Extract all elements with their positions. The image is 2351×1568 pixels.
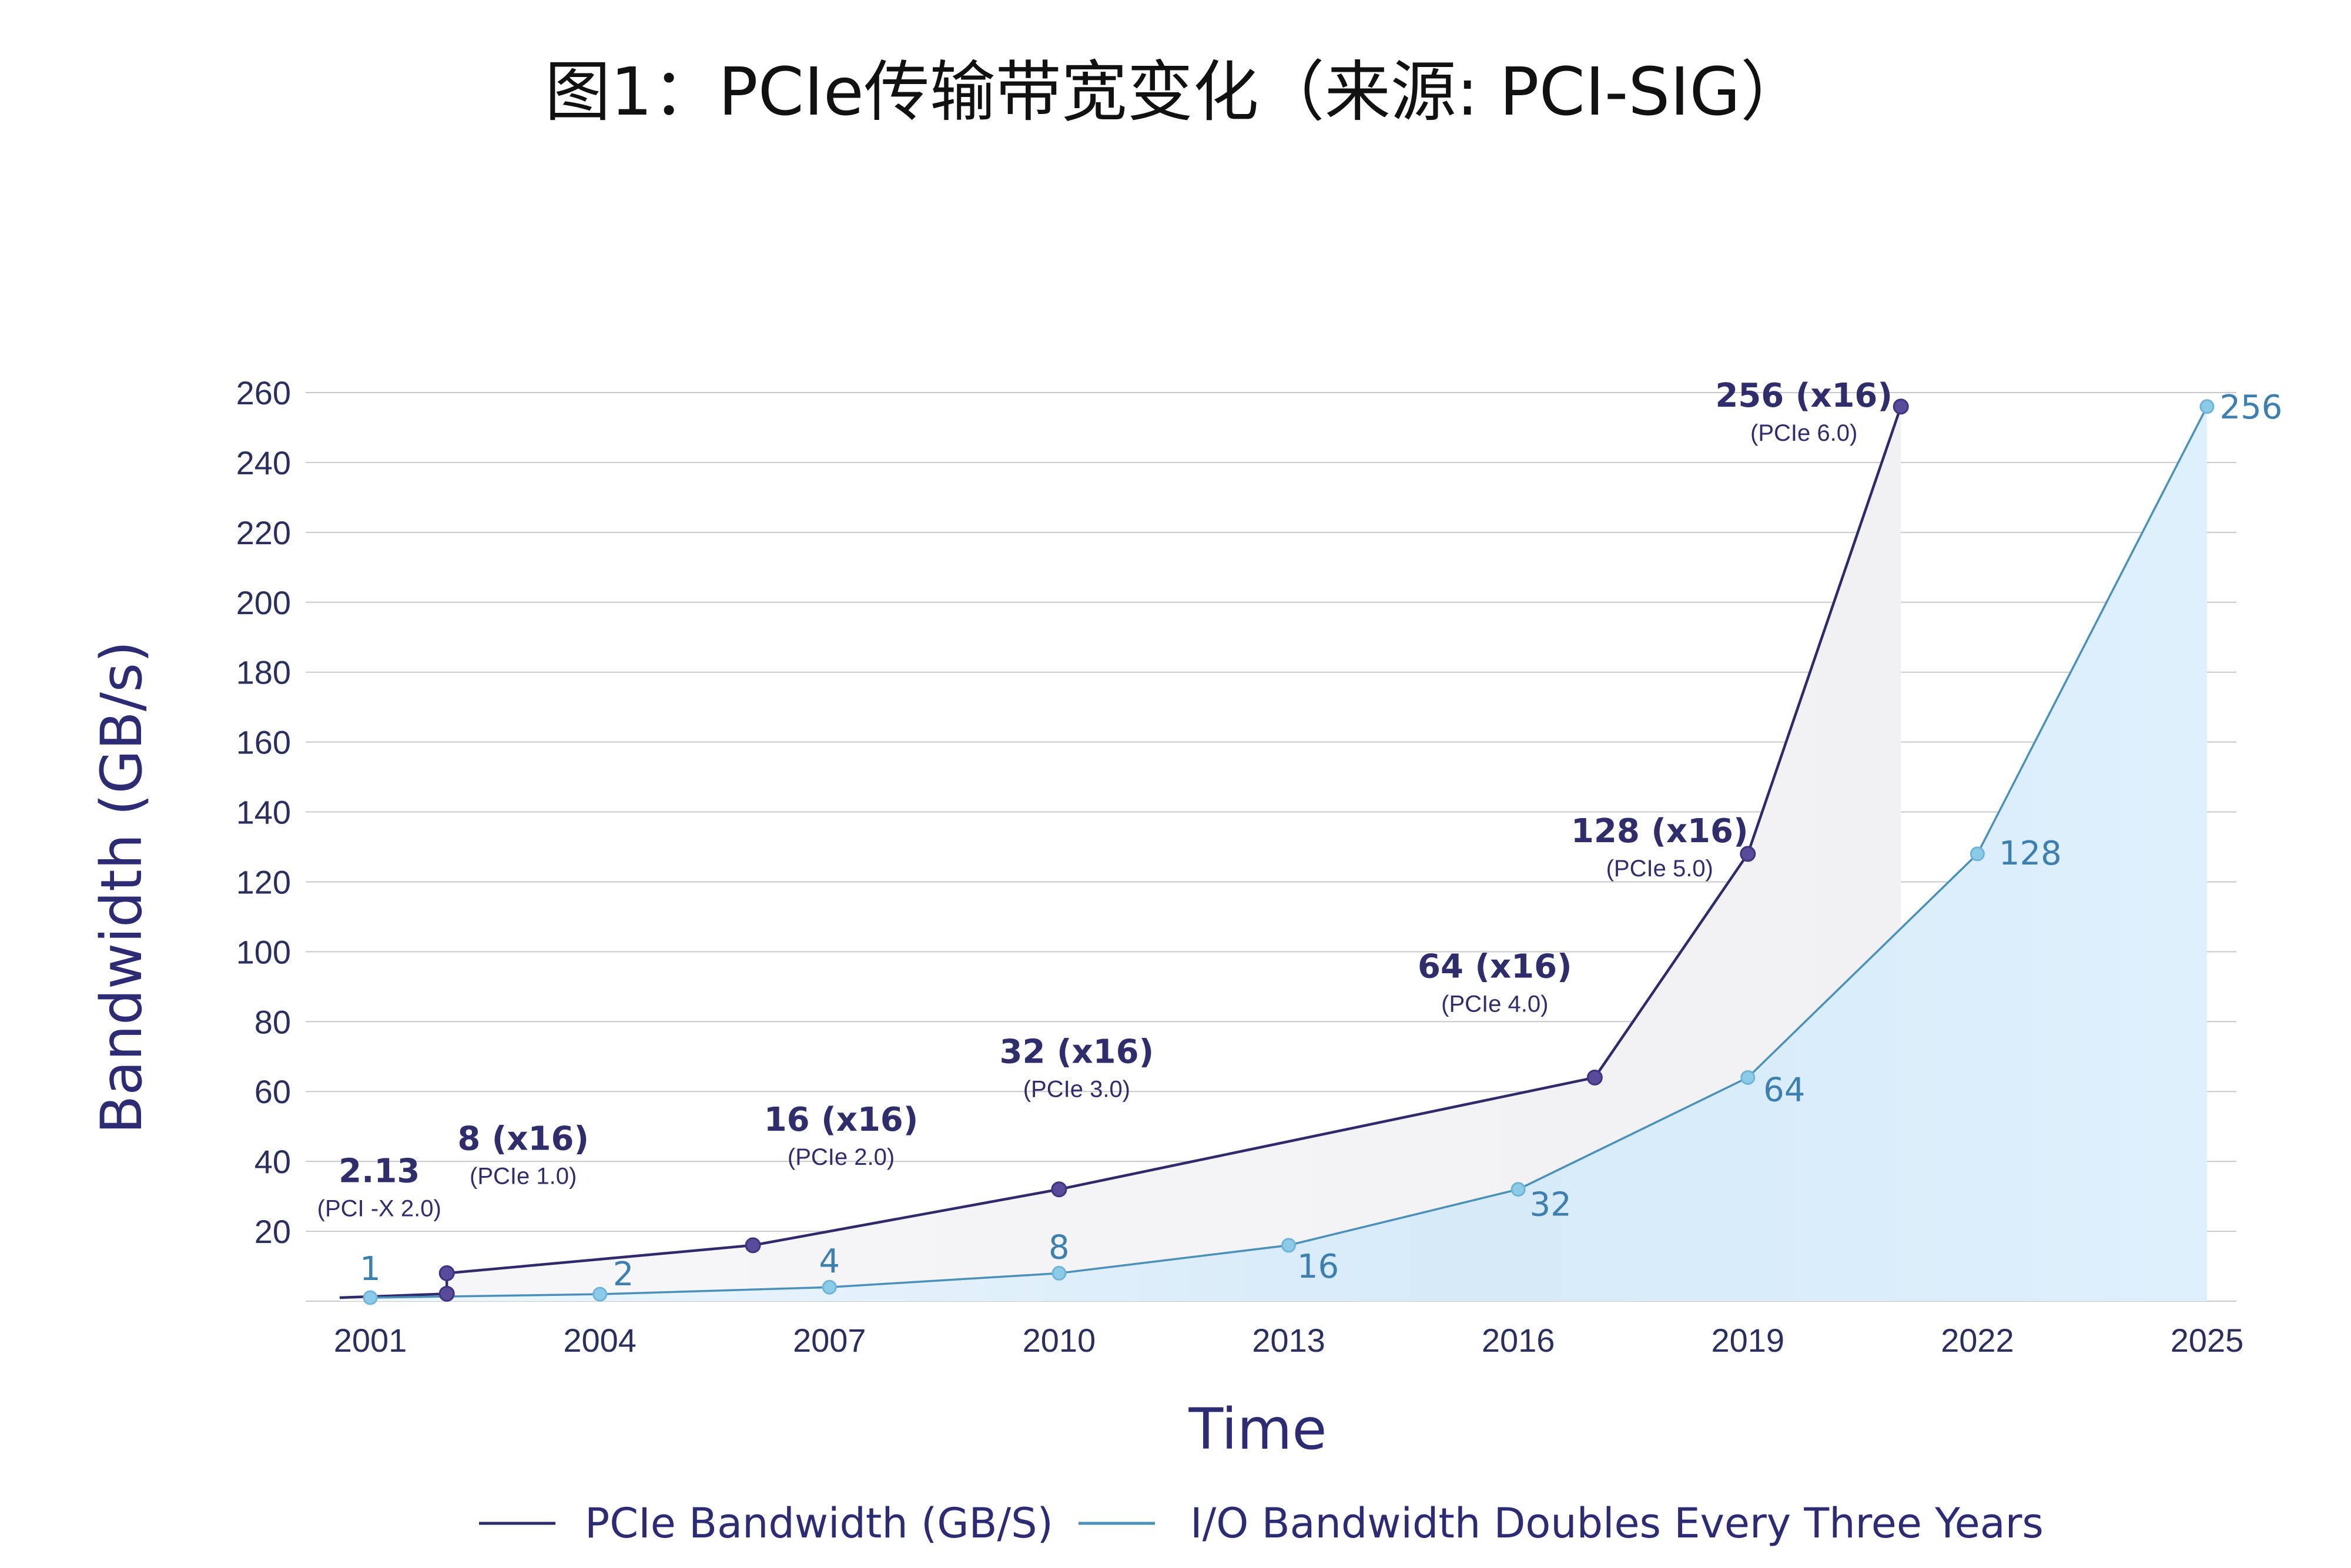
pcie-generation-label: (PCIe 4.0): [1441, 991, 1548, 1017]
io-point: [1511, 1182, 1526, 1197]
io-point: [822, 1279, 837, 1295]
io-point: [1281, 1238, 1296, 1253]
io-data-label: 2: [613, 1255, 634, 1294]
x-tick-label: 2007: [793, 1322, 866, 1359]
io-data-label: 4: [819, 1242, 840, 1281]
y-tick-label: 260: [236, 374, 291, 411]
data-labels: 2.13 (PCI -X 2.0) 8 (x16) (PCIe 1.0) 16 (x16…: [317, 377, 2283, 1294]
pcie-generation-label: (PCI -X 2.0): [317, 1195, 441, 1221]
y-tick-label: 20: [254, 1213, 291, 1250]
pcie-data-label: 64 (x16): [1418, 947, 1572, 986]
y-tick-label: 180: [236, 654, 291, 691]
x-tick-label: 2016: [1482, 1322, 1555, 1359]
pcie-generation-label: (PCIe 6.0): [1750, 420, 1857, 446]
io-data-label: 64: [1763, 1071, 1805, 1109]
io-data-label: 8: [1049, 1228, 1070, 1267]
y-tick-label: 100: [236, 933, 291, 970]
io-point: [1051, 1265, 1067, 1281]
io-point: [2199, 399, 2215, 414]
pcie-data-label: 128 (x16): [1571, 812, 1749, 850]
pcie-generation-label: (PCIe 2.0): [788, 1144, 895, 1170]
pcie-data-label: 32 (x16): [1000, 1033, 1154, 1071]
pcie-point: [1893, 398, 1909, 415]
y-axis-ticks: 20 40 60 80 100 120 140 160 180 200 220 240 260: [236, 374, 291, 1250]
pcie-data-label: 256 (x16): [1715, 377, 1893, 415]
legend-label-pcie: PCIe Bandwidth (GB/S): [585, 1499, 1053, 1547]
x-tick-label: 2025: [2171, 1322, 2244, 1359]
pcie-point: [438, 1285, 455, 1302]
area-fills: [339, 406, 2207, 1301]
y-tick-label: 240: [236, 444, 291, 481]
legend-label-io: I/O Bandwidth Doubles Every Three Years: [1190, 1499, 2044, 1547]
pcie-data-label: 16 (x16): [764, 1101, 919, 1139]
io-point: [592, 1286, 608, 1302]
y-tick-label: 200: [236, 584, 291, 621]
pcie-point: [745, 1237, 761, 1254]
y-tick-label: 120: [236, 863, 291, 900]
y-tick-label: 160: [236, 724, 291, 761]
io-point: [1970, 846, 1985, 862]
chart-title: 图1：PCIe传输带宽变化（来源: PCI-SIG）: [545, 54, 1806, 130]
io-data-label: 32: [1529, 1186, 1571, 1224]
pcie-generation-label: (PCIe 3.0): [1023, 1077, 1130, 1103]
x-tick-label: 2019: [1711, 1322, 1784, 1359]
pcie-point: [438, 1265, 455, 1281]
y-axis-label: Bandwidth (GB/s): [89, 641, 155, 1134]
x-tick-label: 2001: [334, 1322, 407, 1359]
x-axis-label: Time: [1188, 1396, 1327, 1462]
x-tick-label: 2010: [1023, 1322, 1096, 1359]
y-tick-label: 40: [254, 1143, 291, 1180]
pcie-generation-label: (PCIe 5.0): [1606, 856, 1713, 882]
x-tick-label: 2013: [1252, 1322, 1325, 1359]
x-axis-ticks: 2001 2004 2007 2010 2013 2016 2019 2022 2025: [334, 1322, 2244, 1359]
io-area: [370, 406, 2207, 1301]
legend: PCIe Bandwidth (GB/S) I/O Bandwidth Doub…: [479, 1499, 2044, 1547]
y-tick-label: 220: [236, 514, 291, 551]
pcie-point: [1740, 846, 1756, 862]
pcie-data-label: 8 (x16): [457, 1120, 589, 1158]
y-tick-label: 80: [254, 1003, 291, 1040]
x-tick-label: 2022: [1941, 1322, 2014, 1359]
io-point: [1740, 1070, 1756, 1085]
pcie-point: [1051, 1181, 1067, 1198]
x-tick-label: 2004: [563, 1322, 637, 1359]
io-point: [363, 1290, 378, 1305]
io-data-label: 1: [360, 1250, 381, 1288]
pcie-data-label: 2.13: [339, 1152, 420, 1190]
y-tick-label: 140: [236, 794, 291, 831]
pcie-generation-label: (PCIe 1.0): [470, 1163, 577, 1189]
io-data-label: 128: [1999, 835, 2062, 873]
y-tick-label: 60: [254, 1073, 291, 1110]
io-data-label: 256: [2220, 388, 2283, 427]
series-markers: [363, 398, 2215, 1305]
pcie-point: [1586, 1069, 1603, 1085]
io-data-label: 16: [1297, 1248, 1339, 1286]
